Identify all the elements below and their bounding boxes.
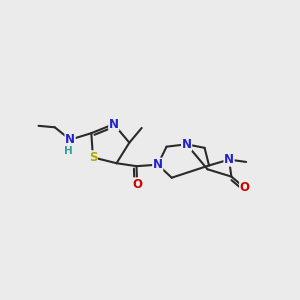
Text: N: N (65, 133, 75, 146)
Text: N: N (153, 158, 163, 171)
Text: N: N (182, 138, 192, 151)
Text: N: N (109, 118, 119, 130)
Text: H: H (64, 146, 73, 156)
Text: O: O (132, 178, 142, 191)
Text: N: N (224, 153, 234, 166)
Text: S: S (89, 151, 97, 164)
Text: O: O (240, 181, 250, 194)
